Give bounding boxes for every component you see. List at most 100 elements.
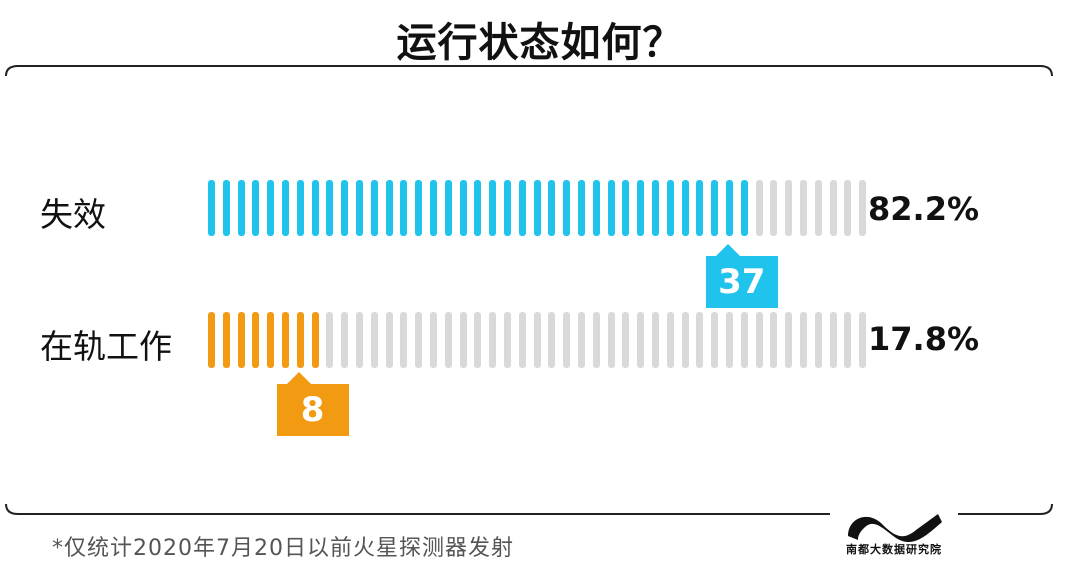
empty-tick — [578, 312, 585, 368]
filled-tick — [711, 180, 719, 236]
filled-tick — [252, 180, 260, 236]
empty-tick — [370, 312, 378, 368]
filled-tick — [311, 312, 319, 368]
filled-tick — [592, 180, 600, 236]
footnote: *仅统计2020年7月20日以前火星探测器发射 — [52, 536, 514, 561]
empty-tick — [726, 312, 733, 368]
brand-name: 南都大数据研究院 — [846, 543, 942, 556]
empty-tick — [681, 312, 689, 368]
count-callout-operating: 8 — [276, 372, 349, 436]
filled-tick — [370, 180, 378, 236]
empty-tick — [489, 312, 497, 368]
empty-tick — [459, 312, 467, 368]
percent-label-failed: 82.2% — [868, 190, 980, 228]
empty-tick — [859, 180, 867, 236]
filled-tick — [726, 180, 733, 236]
filled-tick — [252, 312, 260, 368]
filled-tick — [637, 180, 645, 236]
filled-tick — [489, 180, 497, 236]
percent-label-operating: 17.8% — [868, 320, 980, 358]
empty-tick — [518, 312, 526, 368]
bottom-frame-line — [5, 503, 1053, 515]
empty-tick — [592, 312, 600, 368]
empty-tick — [785, 312, 793, 368]
filled-tick — [652, 180, 659, 236]
filled-tick — [681, 180, 689, 236]
empty-tick — [607, 312, 615, 368]
filled-tick — [237, 312, 245, 368]
filled-tick — [607, 180, 615, 236]
filled-tick — [341, 180, 349, 236]
empty-tick — [800, 312, 807, 368]
category-label-failed: 失效 — [40, 195, 106, 234]
empty-tick — [326, 312, 334, 368]
filled-tick — [326, 180, 334, 236]
empty-tick — [622, 312, 630, 368]
empty-tick — [770, 312, 778, 368]
empty-tick — [859, 312, 867, 368]
filled-tick — [222, 180, 230, 236]
filled-tick — [563, 180, 571, 236]
empty-tick — [770, 180, 778, 236]
filled-tick — [548, 180, 556, 236]
filled-tick — [311, 180, 319, 236]
filled-tick — [415, 180, 423, 236]
filled-tick — [296, 180, 304, 236]
filled-tick — [400, 180, 408, 236]
empty-tick — [504, 312, 511, 368]
empty-tick — [666, 312, 674, 368]
empty-tick — [385, 312, 393, 368]
filled-tick — [578, 180, 585, 236]
empty-tick — [814, 312, 822, 368]
empty-tick — [696, 312, 704, 368]
wave-logo-icon — [848, 514, 942, 543]
empty-tick — [341, 312, 349, 368]
filled-tick — [533, 180, 541, 236]
top-frame-line — [5, 65, 1053, 77]
filled-tick — [666, 180, 674, 236]
count-callout-failed: 37 — [705, 244, 778, 308]
filled-tick — [282, 180, 289, 236]
empty-tick — [430, 312, 437, 368]
empty-tick — [844, 312, 852, 368]
filled-tick — [385, 180, 393, 236]
filled-tick — [237, 180, 245, 236]
filled-tick — [208, 312, 215, 368]
filled-tick — [296, 312, 304, 368]
empty-tick — [740, 312, 748, 368]
filled-tick — [430, 180, 437, 236]
empty-tick — [814, 180, 822, 236]
empty-tick — [533, 312, 541, 368]
empty-tick — [711, 312, 719, 368]
empty-tick — [444, 312, 452, 368]
filled-tick — [696, 180, 704, 236]
filled-tick — [444, 180, 452, 236]
empty-tick — [637, 312, 645, 368]
empty-tick — [548, 312, 556, 368]
empty-tick — [356, 312, 363, 368]
empty-tick — [652, 312, 659, 368]
filled-tick — [459, 180, 467, 236]
filled-tick — [208, 180, 215, 236]
filled-tick — [222, 312, 230, 368]
filled-tick — [518, 180, 526, 236]
filled-tick — [740, 180, 748, 236]
empty-tick — [785, 180, 793, 236]
empty-tick — [755, 312, 763, 368]
category-label-operating: 在轨工作 — [40, 327, 172, 366]
empty-tick — [755, 180, 763, 236]
empty-tick — [800, 180, 807, 236]
filled-tick — [504, 180, 511, 236]
empty-tick — [829, 180, 837, 236]
empty-tick — [415, 312, 423, 368]
filled-tick — [267, 312, 275, 368]
filled-tick — [282, 312, 289, 368]
filled-tick — [267, 180, 275, 236]
empty-tick — [400, 312, 408, 368]
empty-tick — [844, 180, 852, 236]
filled-tick — [356, 180, 363, 236]
empty-tick — [829, 312, 837, 368]
filled-tick — [474, 180, 482, 236]
filled-tick — [622, 180, 630, 236]
